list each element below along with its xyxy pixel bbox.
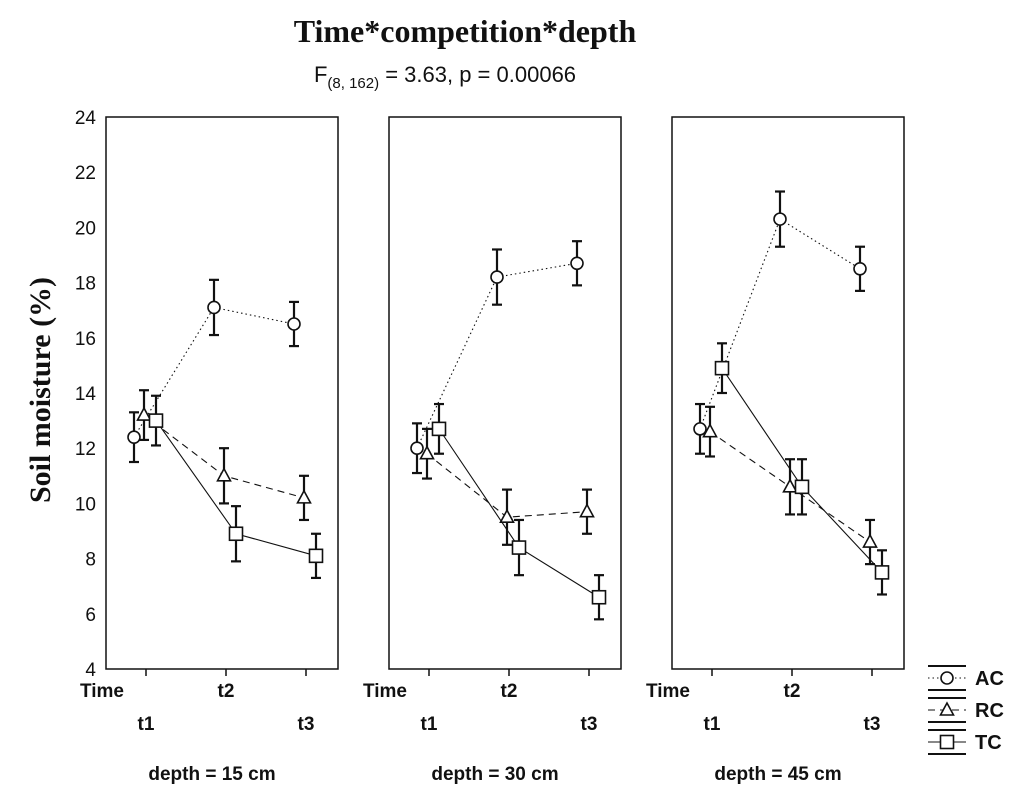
x-tick-label: t3 xyxy=(298,714,315,735)
y-tick-label: 20 xyxy=(75,218,96,239)
x-tick-label: t2 xyxy=(501,681,518,702)
data-point xyxy=(511,540,527,555)
data-point xyxy=(296,489,312,504)
x-tick-label: t1 xyxy=(704,714,721,735)
y-tick-label: 4 xyxy=(85,660,96,681)
series-RC xyxy=(419,427,595,546)
data-point xyxy=(410,441,424,456)
series-line xyxy=(416,262,578,449)
data-point xyxy=(216,467,232,482)
legend-entry-TC: TC xyxy=(928,729,1002,755)
legend-marker xyxy=(940,671,954,685)
series-line xyxy=(699,218,861,430)
data-point xyxy=(862,533,878,548)
series-line xyxy=(133,306,295,438)
x-tick-label: t3 xyxy=(581,714,598,735)
chart-subtitle: F(8, 162) = 3.63, p = 0.00066 xyxy=(314,62,576,92)
legend-label: AC xyxy=(975,668,1004,690)
data-point xyxy=(773,212,787,226)
y-axis-label: Soil moisture (%) xyxy=(24,277,57,503)
panel-label: depth = 30 cm xyxy=(431,764,558,785)
data-point xyxy=(431,421,447,437)
data-point xyxy=(419,445,435,460)
data-point xyxy=(308,548,324,564)
legend-entry-AC: AC xyxy=(928,665,1004,691)
data-point xyxy=(490,270,504,284)
legend-label: TC xyxy=(975,732,1002,754)
panel-frame xyxy=(105,116,339,670)
x-tick-label: t2 xyxy=(218,681,235,702)
y-tick-label: 22 xyxy=(75,163,96,184)
data-point xyxy=(579,503,595,518)
data-point xyxy=(693,422,707,436)
x-axis-label: Time xyxy=(646,681,690,702)
panel-3: t1 t2 t3 Time depth = 45 cm xyxy=(646,116,905,785)
series-RC xyxy=(702,405,878,566)
data-point xyxy=(591,589,607,605)
series-TC xyxy=(714,342,890,596)
legend-entry-RC: RC xyxy=(928,697,1004,723)
data-point xyxy=(853,261,867,276)
data-point xyxy=(570,256,584,271)
panel-1: t1 t2 t3 Time depth = 15 cm xyxy=(80,116,339,785)
legend-marker xyxy=(939,734,955,750)
chart-title: Time*competition*depth xyxy=(294,13,637,49)
data-point xyxy=(228,526,244,542)
y-tick-label: 8 xyxy=(85,550,96,571)
x-tick-label: t1 xyxy=(421,714,438,735)
data-point xyxy=(794,479,810,495)
x-tick-label: t3 xyxy=(864,714,881,735)
series-TC xyxy=(431,402,607,621)
data-point xyxy=(287,317,301,331)
data-point xyxy=(207,300,221,315)
data-point xyxy=(136,406,152,421)
x-tick-label: t2 xyxy=(784,681,801,702)
subtitle-suffix: = 3.63, p = 0.00066 xyxy=(379,62,576,87)
y-tick-label: 16 xyxy=(75,329,96,350)
y-tick-label: 12 xyxy=(75,439,96,460)
legend-marker xyxy=(939,701,955,716)
data-point xyxy=(127,430,141,444)
data-point xyxy=(874,565,890,580)
panel-label: depth = 45 cm xyxy=(714,764,841,785)
data-point xyxy=(702,422,718,438)
y-tick-label: 14 xyxy=(75,384,97,405)
legend-label: RC xyxy=(975,700,1004,722)
y-axis-ticks: 4 6 8 10 12 14 16 18 20 22 24 xyxy=(75,108,97,681)
data-point xyxy=(782,478,798,493)
series-AC xyxy=(410,240,584,475)
series-AC xyxy=(127,278,301,464)
x-tick-label: t1 xyxy=(138,714,155,735)
series-AC xyxy=(693,190,867,455)
y-tick-label: 24 xyxy=(75,108,97,129)
y-tick-label: 18 xyxy=(75,274,96,295)
series-TC xyxy=(148,394,324,580)
subtitle-prefix: F xyxy=(314,62,327,87)
data-point xyxy=(499,508,515,524)
panel-frame xyxy=(671,116,905,670)
data-point xyxy=(714,360,730,376)
data-point xyxy=(148,413,164,428)
legend: AC RC TC xyxy=(928,665,1004,755)
series-RC xyxy=(136,389,312,522)
panel-frame xyxy=(388,116,622,670)
x-axis-label: Time xyxy=(80,681,124,702)
y-tick-label: 6 xyxy=(85,605,96,626)
x-axis-label: Time xyxy=(363,681,407,702)
subtitle-subscript: (8, 162) xyxy=(327,75,379,92)
panel-label: depth = 15 cm xyxy=(148,764,275,785)
panel-2: t1 t2 t3 Time depth = 30 cm xyxy=(363,116,622,785)
chart-panels: t1 t2 t3 Time depth = 15 cm t1 t2 t3 Time depth =… xyxy=(80,116,905,785)
y-tick-label: 10 xyxy=(75,494,96,515)
